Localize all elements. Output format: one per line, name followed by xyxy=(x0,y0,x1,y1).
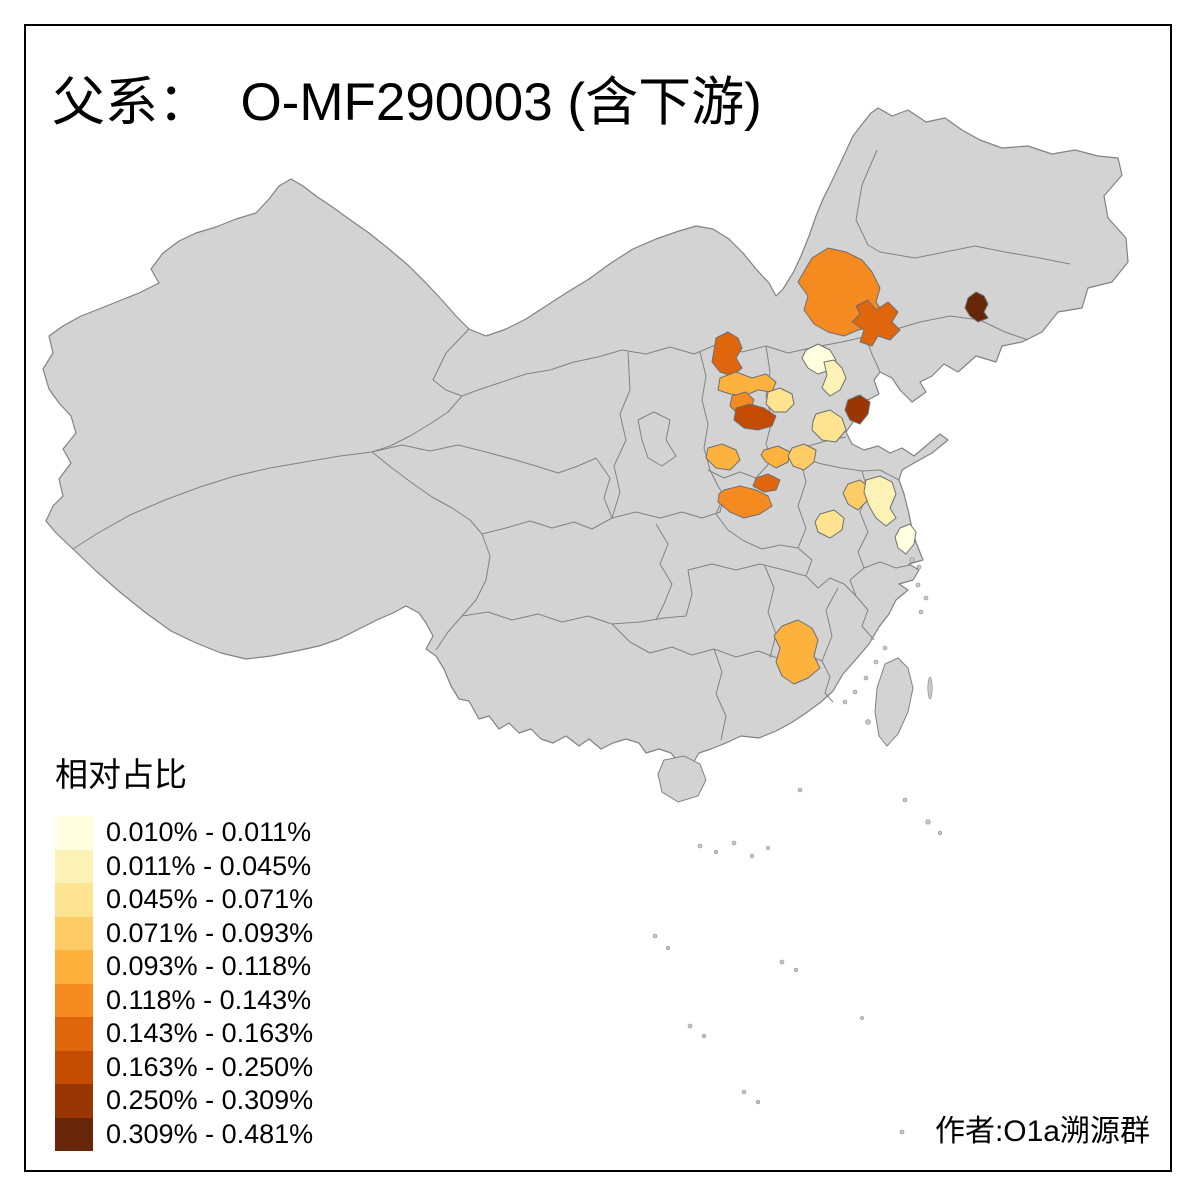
legend-entry-7: 0.143% - 0.163% xyxy=(55,1017,313,1051)
legend-label-6: 0.118% - 0.143% xyxy=(106,984,312,1015)
province-borders xyxy=(72,149,1071,741)
map-title: 父系： O-MF290003 (含下游) xyxy=(52,73,762,132)
legend-label-10: 0.309% - 0.481% xyxy=(106,1118,314,1149)
legend-swatch-5 xyxy=(55,950,93,984)
legend-swatch-10 xyxy=(55,1117,93,1151)
taiwan-island xyxy=(874,657,914,747)
map-region-r19 xyxy=(863,475,897,527)
legend-entry-1: 0.010% - 0.011% xyxy=(55,816,313,850)
legend-swatch-3 xyxy=(55,883,93,917)
legend-entry-8: 0.163% - 0.250% xyxy=(55,1050,314,1084)
legend-label-9: 0.250% - 0.309% xyxy=(106,1085,314,1115)
legend-label-2: 0.011% - 0.045% xyxy=(106,850,312,881)
map-region-r7 xyxy=(733,403,777,431)
legend-swatch-6 xyxy=(55,983,93,1017)
legend: 相对占比 0.010% - 0.011% 0.011% - 0.045% 0.045… xyxy=(55,748,313,1151)
legend-entry-5: 0.093% - 0.118% xyxy=(55,950,313,984)
map-region-r20 xyxy=(814,509,845,539)
hainan-island xyxy=(657,755,707,803)
legend-label-8: 0.163% - 0.250% xyxy=(106,1051,314,1082)
legend-entries: 0.010% - 0.011% 0.011% - 0.045% 0.045% - 0… xyxy=(55,816,313,1151)
map-region-r17 xyxy=(717,485,773,519)
legend-label-1: 0.010% - 0.011% xyxy=(106,817,312,847)
legend-swatch-4 xyxy=(55,916,93,950)
legend-entry-3: 0.045% - 0.071% xyxy=(55,883,313,917)
legend-title: 相对占比 xyxy=(55,756,187,793)
legend-entry-6: 0.118% - 0.143% xyxy=(55,983,313,1017)
legend-swatch-9 xyxy=(55,1084,93,1118)
map-region-r8 xyxy=(765,387,795,413)
coastal-islands xyxy=(652,557,943,1135)
map-region-r13 xyxy=(705,443,741,471)
map-region-r11 xyxy=(844,394,871,425)
legend-swatch-1 xyxy=(55,816,93,850)
legend-label-3: 0.045% - 0.071% xyxy=(106,884,314,914)
legend-entry-2: 0.011% - 0.045% xyxy=(55,849,313,883)
legend-label-5: 0.093% - 0.118% xyxy=(106,951,312,981)
map-region-r2 xyxy=(851,299,901,347)
map-region-r15 xyxy=(787,443,817,471)
map-region-r21 xyxy=(894,523,917,555)
map-region-r3 xyxy=(964,291,989,323)
map-region-r10 xyxy=(821,359,847,397)
legend-entry-9: 0.250% - 0.309% xyxy=(55,1084,313,1118)
legend-swatch-8 xyxy=(55,1050,93,1084)
legend-entry-10: 0.309% - 0.481% xyxy=(55,1117,314,1151)
map-region-r4 xyxy=(711,331,743,377)
map-region-r18 xyxy=(842,479,871,511)
map-region-r12 xyxy=(811,409,847,443)
legend-entry-4: 0.071% - 0.093% xyxy=(55,916,314,950)
mainland-outline xyxy=(42,107,1129,774)
map-region-r14 xyxy=(760,445,791,469)
legend-label-7: 0.143% - 0.163% xyxy=(106,1018,314,1048)
highlighted-regions xyxy=(705,247,989,685)
legend-label-4: 0.071% - 0.093% xyxy=(106,917,314,948)
legend-swatch-2 xyxy=(55,849,93,883)
map-region-r16 xyxy=(752,473,781,493)
legend-swatch-7 xyxy=(55,1017,93,1051)
author-credit: 作者:O1a溯源群 xyxy=(934,1115,1150,1148)
map-region-r22 xyxy=(773,619,821,685)
